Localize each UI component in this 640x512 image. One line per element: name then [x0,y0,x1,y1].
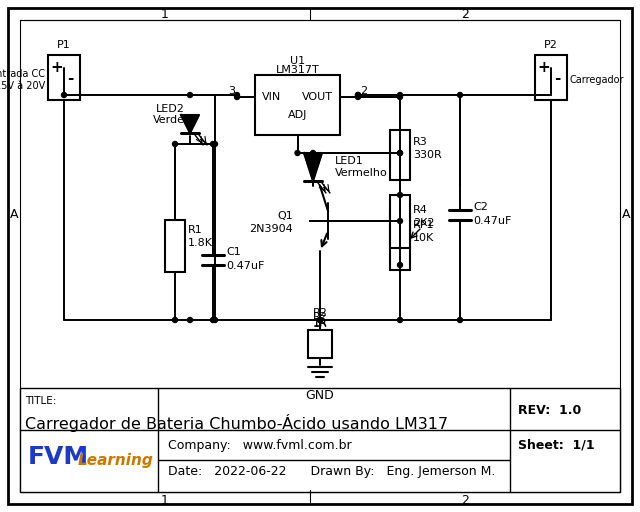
Text: 1R: 1R [312,319,328,329]
Text: +: + [538,59,550,75]
Text: Entrada CC
15V à 20V: Entrada CC 15V à 20V [0,69,45,91]
Circle shape [397,219,403,224]
Circle shape [212,317,218,323]
Text: C2: C2 [473,202,488,212]
Text: RP1: RP1 [413,220,435,230]
Circle shape [61,93,67,97]
Text: 2: 2 [461,8,469,20]
Text: R2: R2 [312,312,328,322]
Bar [165,220,185,272]
Text: 0.47uF: 0.47uF [226,261,264,271]
Text: -: - [67,72,73,87]
Text: 2N3904: 2N3904 [249,224,293,234]
Text: P1: P1 [57,40,71,50]
Text: 330R: 330R [413,150,442,160]
Bar [390,130,410,180]
Polygon shape [181,115,199,133]
Circle shape [295,151,300,156]
Text: www.fvml.com.br: www.fvml.com.br [170,190,470,220]
Bar [390,195,410,248]
Text: TITLE:: TITLE: [25,396,56,406]
Text: Company:   www.fvml.com.br: Company: www.fvml.com.br [168,438,351,452]
Text: Vermelho: Vermelho [335,168,388,178]
Text: LM317T: LM317T [276,65,319,75]
Bar [48,55,80,100]
Text: R3: R3 [413,137,428,147]
Circle shape [317,317,323,323]
Text: A: A [10,208,19,222]
Text: FVM: FVM [28,445,89,469]
Text: Learning: Learning [78,454,154,468]
Circle shape [310,151,316,156]
Text: Carregador de Bateria Chumbo-Ácido usando LM317: Carregador de Bateria Chumbo-Ácido usand… [25,414,448,432]
Circle shape [355,93,360,97]
Text: R2: R2 [312,308,328,318]
Text: 10K: 10K [413,233,435,243]
Circle shape [173,141,177,146]
Text: 2: 2 [461,494,469,506]
Text: 1R: 1R [312,318,328,328]
Circle shape [397,95,403,99]
Text: 2: 2 [360,86,367,96]
Text: -: - [554,72,560,87]
Text: 1: 1 [161,494,169,506]
Circle shape [211,141,216,146]
Text: U1: U1 [290,56,305,66]
Text: Date:   2022-06-22      Drawn By:   Eng. Jemerson M.: Date: 2022-06-22 Drawn By: Eng. Jemerson… [168,465,495,479]
Polygon shape [304,153,322,181]
Circle shape [397,193,403,198]
Text: P2: P2 [544,40,558,50]
Bar [255,75,340,135]
Text: C1: C1 [226,247,241,257]
Circle shape [458,93,463,97]
Text: R4: R4 [413,205,428,215]
Circle shape [397,93,403,97]
Circle shape [173,317,177,323]
Circle shape [188,93,193,97]
Text: 3: 3 [228,86,235,96]
Circle shape [397,317,403,323]
Text: Q1: Q1 [277,211,293,221]
Bar [20,388,620,492]
Text: 1: 1 [161,8,169,20]
Circle shape [397,151,403,156]
Text: +: + [51,59,63,75]
Text: LED1: LED1 [335,156,364,166]
Text: 2K2: 2K2 [413,218,435,228]
Text: 0.47uF: 0.47uF [473,216,511,226]
Text: Carregador: Carregador [570,75,625,85]
Text: LED2: LED2 [156,104,185,114]
Text: GND: GND [306,389,334,402]
Text: ADJ: ADJ [288,110,307,120]
Bar [535,55,567,100]
Text: Verde: Verde [153,115,185,125]
Circle shape [234,95,239,99]
Circle shape [397,263,403,267]
Bar [390,213,410,270]
Text: R1: R1 [188,225,203,235]
Text: REV:  1.0: REV: 1.0 [518,403,581,416]
Circle shape [317,317,323,323]
Circle shape [355,93,360,97]
Text: Sheet:  1/1: Sheet: 1/1 [518,438,595,452]
Circle shape [458,317,463,323]
Bar [308,330,332,358]
Circle shape [212,141,218,146]
Circle shape [355,95,360,99]
Circle shape [397,151,403,156]
Text: VIN: VIN [262,92,281,102]
Circle shape [188,317,193,323]
Circle shape [211,317,216,323]
Text: 1.8K: 1.8K [188,238,213,248]
Text: VOUT: VOUT [302,92,333,102]
Circle shape [234,93,239,97]
Text: A: A [621,208,630,222]
